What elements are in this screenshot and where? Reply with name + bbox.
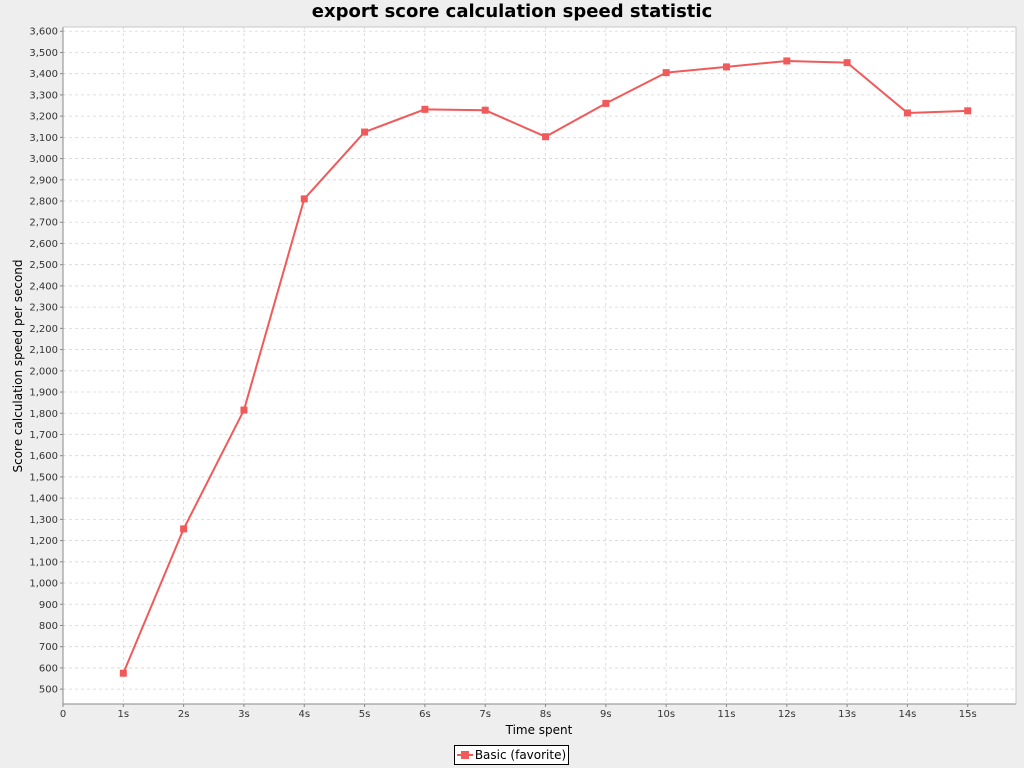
y-tick-label: 1,500 (29, 472, 58, 483)
data-point (964, 107, 972, 115)
y-tick-label: 3,000 (29, 154, 58, 165)
data-point (119, 669, 127, 677)
data-point (240, 406, 248, 414)
x-tick-label: 7s (479, 709, 491, 720)
y-tick-label: 500 (39, 685, 58, 696)
x-tick-label: 11s (718, 709, 736, 720)
legend-square-marker (460, 751, 469, 759)
data-point (783, 57, 791, 65)
x-tick-label: 2s (178, 709, 190, 720)
y-tick-label: 900 (39, 600, 58, 611)
legend-label: Basic (favorite) (474, 748, 567, 762)
y-tick-label: 1,600 (29, 451, 58, 462)
x-tick-label: 14s (898, 709, 916, 720)
series-0 (119, 57, 972, 677)
y-tick-label: 3,300 (29, 90, 58, 101)
y-tick-label: 3,400 (29, 69, 58, 80)
y-tick-label: 2,800 (29, 197, 58, 208)
y-tick-label: 3,200 (29, 112, 58, 123)
y-tick-label: 3,100 (29, 133, 58, 144)
y-tick-label: 1,100 (29, 557, 58, 568)
data-point (481, 106, 489, 114)
y-tick-label: 800 (39, 621, 58, 632)
data-point (300, 195, 308, 203)
y-tick-label: 2,900 (29, 175, 58, 186)
x-tick-label: 6s (419, 709, 431, 720)
data-point (542, 133, 550, 141)
x-tick-label: 4s (298, 709, 310, 720)
y-tick-label: 600 (39, 663, 58, 674)
data-point (662, 69, 670, 77)
series-layer (119, 57, 972, 677)
y-tick-label: 3,600 (29, 27, 58, 38)
x-tick-label: 3s (238, 709, 250, 720)
y-tick-label: 1,000 (29, 579, 58, 590)
y-tick-label: 2,600 (29, 239, 58, 250)
grid-lines (63, 27, 1016, 704)
y-tick-label: 700 (39, 642, 58, 653)
y-tick-label: 2,100 (29, 345, 58, 356)
data-point (843, 59, 851, 67)
y-tick-label: 2,700 (29, 218, 58, 229)
y-tick-label: 2,200 (29, 324, 58, 335)
x-tick-label: 1s (118, 709, 130, 720)
x-tick-label: 9s (600, 709, 612, 720)
x-tick-label: 13s (838, 709, 856, 720)
legend: Basic (favorite) (454, 745, 569, 765)
data-point (180, 525, 188, 533)
axes (62, 26, 1017, 705)
y-tick-label: 2,300 (29, 303, 58, 314)
data-point (361, 128, 369, 136)
data-point (722, 63, 730, 71)
legend-swatch (456, 750, 473, 760)
y-tick-label: 1,800 (29, 409, 58, 420)
y-axis-ticks: 500 600 700 800 900 1,000 1,100 1,200 1,300 1,400… (29, 27, 63, 696)
x-axis-title: Time spent (505, 723, 573, 737)
x-tick-label: 8s (540, 709, 552, 720)
x-tick-label: 0 (60, 709, 66, 720)
chart-title: export score calculation speed statistic (311, 1, 713, 22)
data-point (903, 109, 911, 117)
data-point (602, 99, 610, 107)
x-tick-label: 5s (359, 709, 371, 720)
y-tick-label: 1,700 (29, 430, 58, 441)
y-tick-label: 2,000 (29, 366, 58, 377)
y-tick-label: 1,200 (29, 536, 58, 547)
x-tick-label: 10s (657, 709, 675, 720)
plot-area (63, 27, 1016, 704)
x-axis-ticks: 0 1s 2s 3s 4s 5s 6s 7s 8s 9s 10s 11s 12s 13s 14s 15s (60, 704, 977, 720)
y-axis-title: Score calculation speed per second (11, 259, 25, 472)
y-tick-label: 1,900 (29, 388, 58, 399)
y-tick-label: 2,500 (29, 260, 58, 271)
data-point (421, 105, 429, 113)
y-tick-label: 3,500 (29, 48, 58, 59)
x-tick-label: 15s (959, 709, 977, 720)
y-tick-label: 1,300 (29, 515, 58, 526)
x-tick-label: 12s (778, 709, 796, 720)
y-tick-label: 2,400 (29, 281, 58, 292)
y-tick-label: 1,400 (29, 494, 58, 505)
